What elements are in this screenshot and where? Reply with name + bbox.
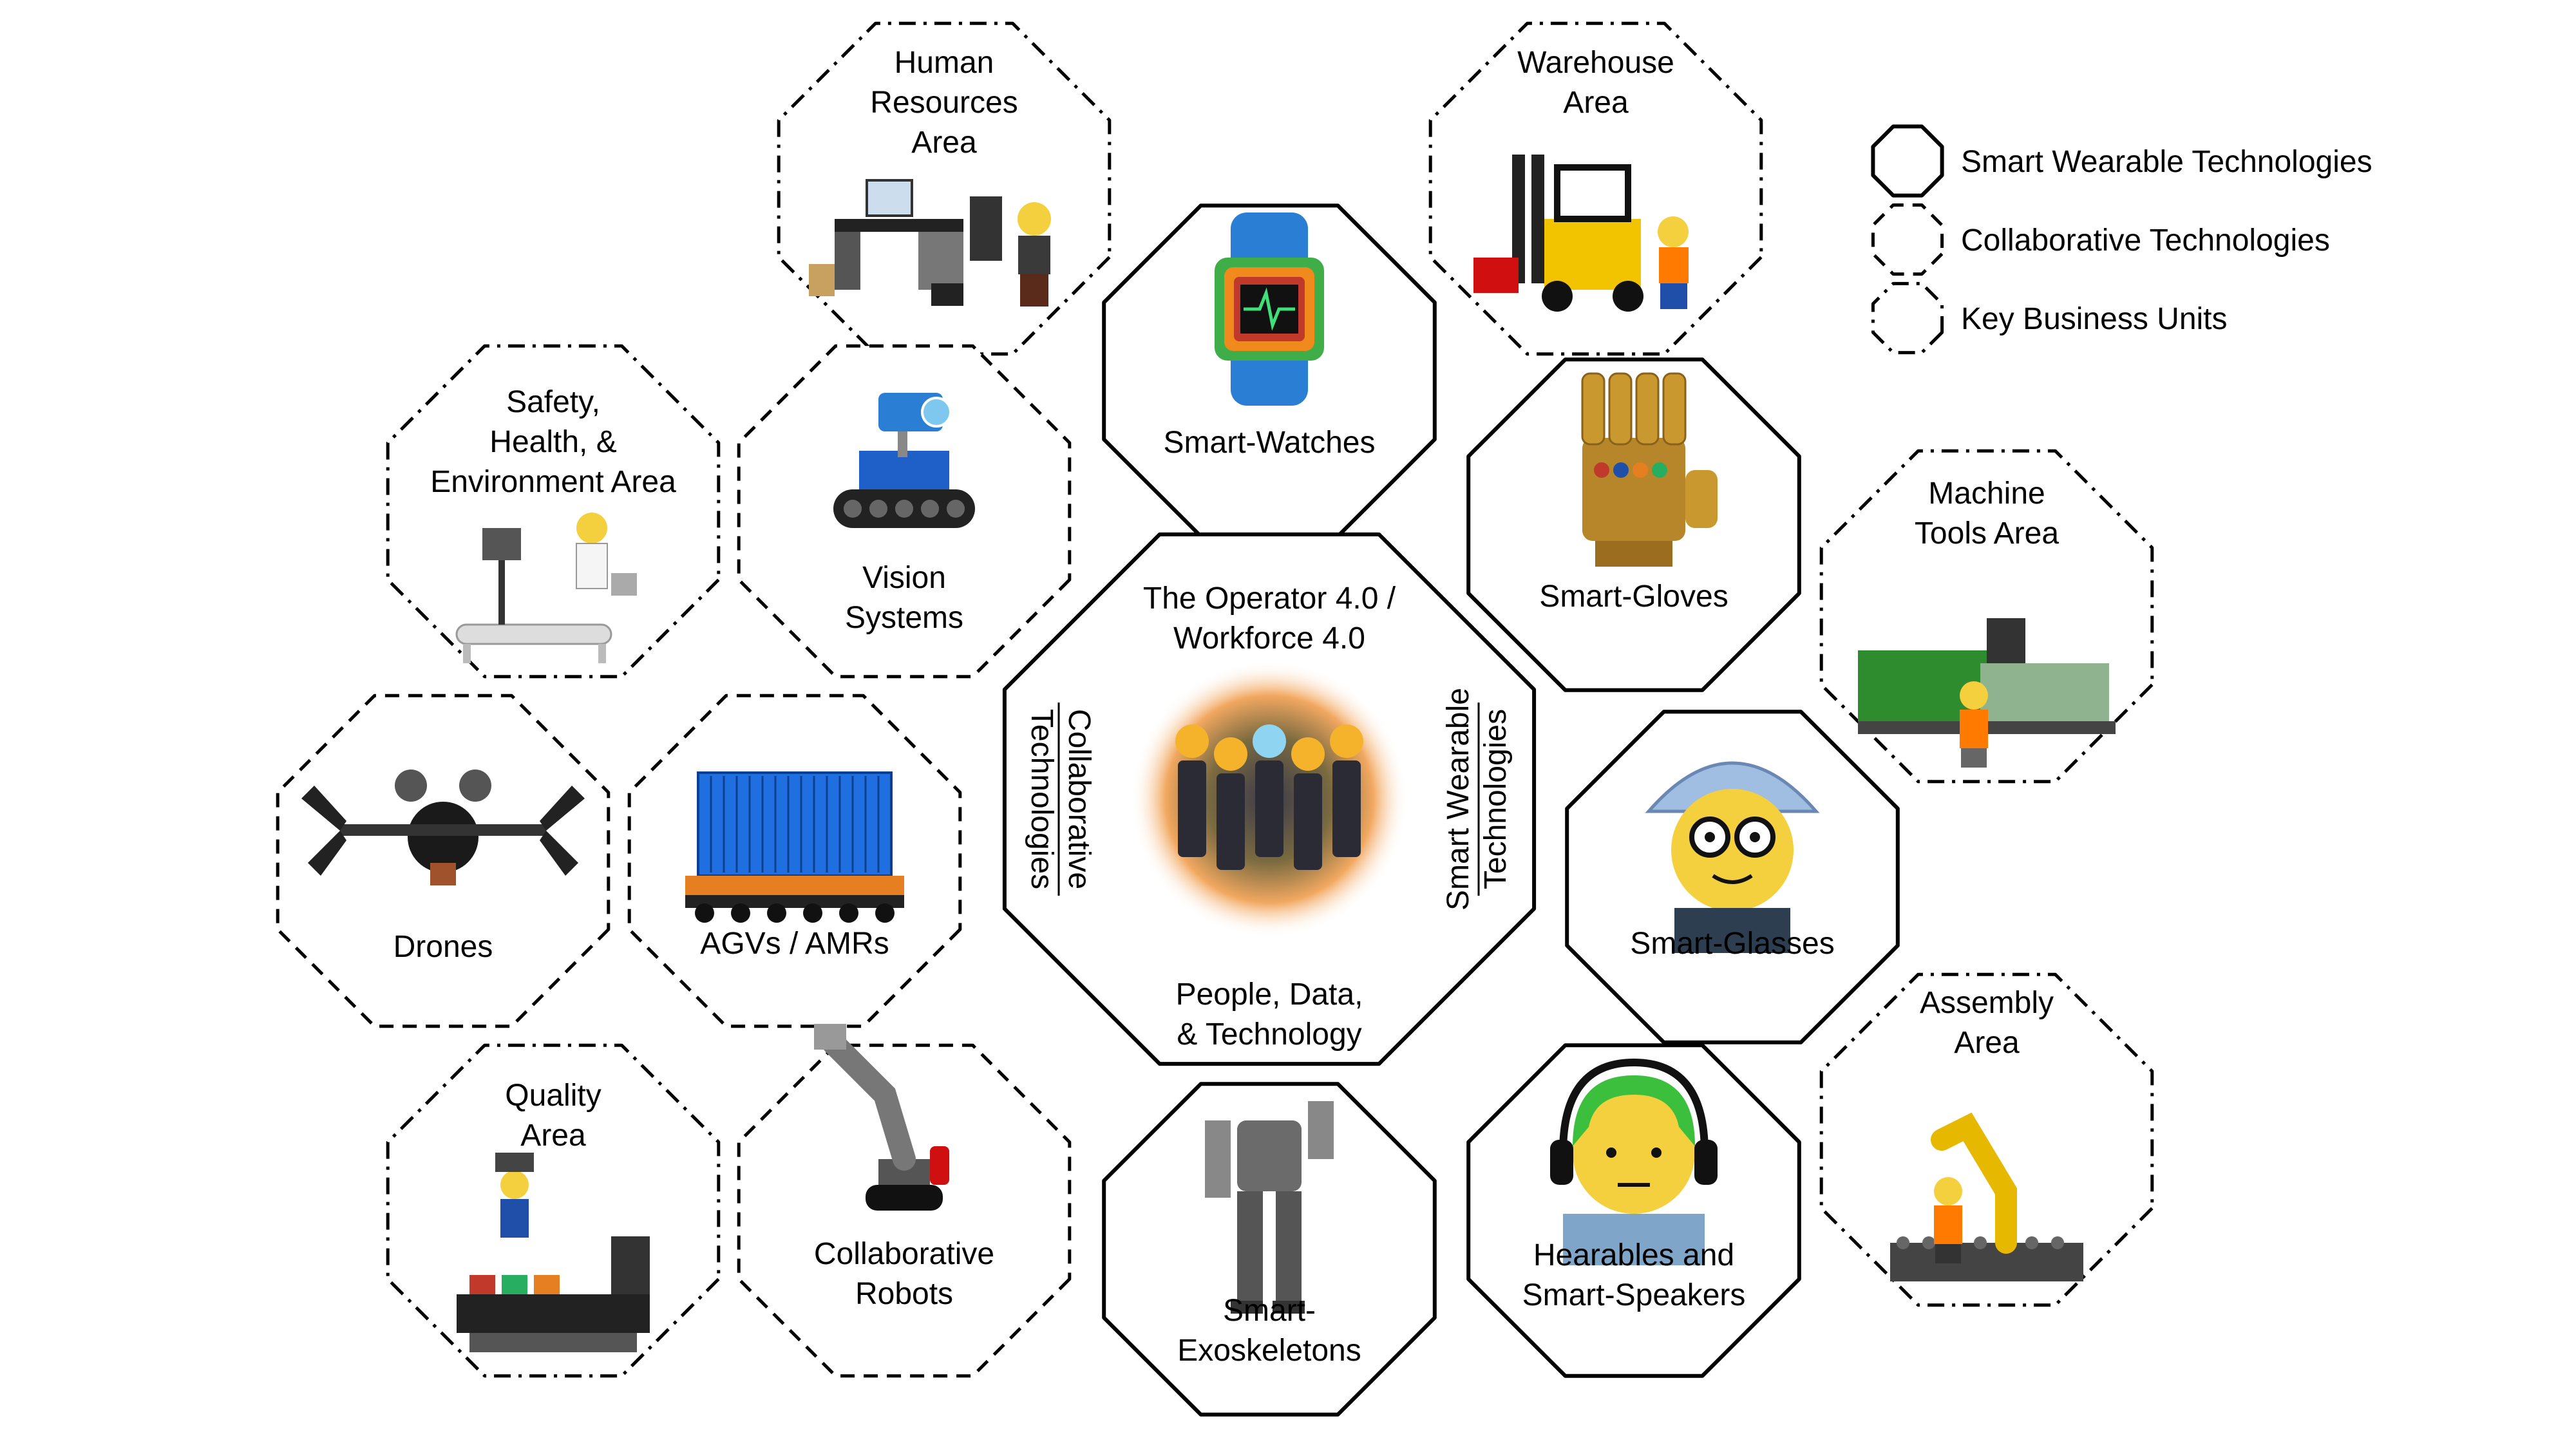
legend-item-dashed: Collaborative Technologies: [1871, 203, 2330, 276]
wearable-side-label: Technologies: [1479, 709, 1513, 889]
drone-icon: [301, 769, 585, 885]
node-assembly-label: Area: [1954, 1026, 2020, 1060]
collab-side-label: Collaborative: [1062, 709, 1096, 889]
node-quality: Quality Area: [386, 1043, 721, 1378]
node-human-resources-label: Human: [895, 46, 994, 80]
node-quality-label: Area: [520, 1119, 586, 1153]
node-human-resources: Human Resources Area: [777, 21, 1112, 356]
forklift-icon: [1473, 155, 1689, 312]
center-node: The Operator 4.0 / Workforce 4.0 People, D…: [1002, 532, 1537, 1066]
legend: Smart Wearable Technologies Collaborative…: [1871, 124, 2372, 355]
exoskeleton-icon: [1205, 1101, 1334, 1314]
node-hearables-label: Hearables and: [1533, 1238, 1734, 1272]
node-collaborative-robots-label: Robots: [855, 1277, 953, 1311]
office-desk-icon: [809, 179, 1051, 307]
operator-head-icon: [1253, 724, 1286, 758]
medic-stretcher-icon: [455, 513, 637, 663]
node-smart-gloves-label: Smart-Gloves: [1539, 580, 1728, 614]
node-safety-health-environment-label: Environment Area: [430, 465, 676, 499]
robot-arm-icon: [814, 1024, 949, 1211]
node-collaborative-robots-label: Collaborative: [814, 1237, 994, 1271]
node-vision-systems-label: Vision: [862, 561, 946, 595]
node-hearables: Hearables and Smart-Speakers: [1466, 1043, 1801, 1378]
headset-figure-icon: [1550, 1058, 1718, 1265]
legend-label: Collaborative Technologies: [1961, 223, 2330, 258]
operator-body-icon: [1332, 760, 1361, 857]
node-warehouse-label: Warehouse: [1517, 46, 1674, 80]
node-smart-exoskeletons-label: Exoskeletons: [1177, 1334, 1361, 1368]
node-quality-label: Quality: [505, 1079, 601, 1113]
legend-dashed-octagon: [1871, 203, 1944, 276]
assembly-robot-icon: [1890, 1112, 2083, 1281]
center-subtitle: & Technology: [1177, 1017, 1361, 1052]
center-subtitle: People, Data,: [1176, 977, 1363, 1012]
node-vision-systems-label: Systems: [845, 601, 963, 635]
operator-body-icon: [1178, 760, 1206, 857]
node-agvs-amrs: AGVs / AMRs: [627, 694, 962, 1028]
node-collaborative-robots: Collaborative Robots: [737, 1024, 1072, 1378]
operator-body-icon: [1217, 773, 1245, 870]
operator-head-icon: [1330, 724, 1363, 758]
legend-label: Key Business Units: [1961, 302, 2228, 336]
center-title: The Operator 4.0 /: [1143, 581, 1396, 616]
camera-rover-icon: [833, 393, 975, 528]
node-hearables-label: Smart-Speakers: [1522, 1278, 1746, 1312]
node-agvs-amrs-label: AGVs / AMRs: [700, 927, 889, 961]
operator-head-icon: [1175, 724, 1209, 758]
node-assembly: Assembly Area: [1819, 972, 2154, 1307]
node-human-resources-label: Area: [911, 126, 977, 160]
operator-body-icon: [1294, 773, 1322, 870]
center-right-label: Smart Wearable Technologies: [1441, 688, 1513, 911]
node-machine-tools: Machine Tools Area: [1819, 449, 2154, 784]
glasses-figure-icon: [1645, 761, 1820, 953]
operator-head-icon: [1214, 737, 1247, 771]
node-smart-glasses: Smart-Glasses: [1565, 710, 1900, 1044]
center-title: Workforce 4.0: [1173, 621, 1365, 656]
node-warehouse-label: Area: [1563, 86, 1629, 120]
operator-body-icon: [1255, 760, 1283, 857]
legend-item-dashdot: Key Business Units: [1871, 281, 2228, 355]
node-machine-tools-label: Tools Area: [1915, 516, 2059, 551]
legend-dashdot-octagon: [1871, 281, 1944, 355]
legend-item-solid: Smart Wearable Technologies: [1871, 124, 2372, 198]
legend-label: Smart Wearable Technologies: [1961, 145, 2372, 179]
node-drones-label: Drones: [393, 930, 493, 964]
node-vision-systems: Vision Systems: [737, 344, 1072, 679]
node-machine-tools-label: Machine: [1928, 477, 2045, 511]
agv-container-icon: [685, 771, 904, 923]
node-smart-watches-label: Smart-Watches: [1164, 426, 1376, 460]
node-smart-exoskeletons-label: Smart-: [1223, 1294, 1316, 1328]
collab-side-label: Technologies: [1025, 709, 1059, 889]
node-smart-exoskeletons: Smart- Exoskeletons: [1102, 1082, 1437, 1417]
node-safety-health-environment-label: Safety,: [506, 385, 600, 419]
wearable-side-label: Smart Wearable: [1441, 688, 1475, 911]
quality-station-icon: [457, 1153, 650, 1352]
machine-tool-icon: [1858, 618, 2116, 768]
node-smart-glasses-label: Smart-Glasses: [1630, 927, 1834, 961]
nodes-layer: Human Resources Area Warehouse Area Smart-Wat…: [276, 21, 2154, 1417]
node-human-resources-label: Resources: [870, 86, 1018, 120]
node-smart-watches: Smart-Watches: [1102, 203, 1437, 538]
smart-watch-icon: [1215, 212, 1324, 406]
node-assembly-label: Assembly: [1920, 986, 2054, 1020]
node-warehouse: Warehouse Area: [1428, 21, 1763, 356]
node-smart-gloves: Smart-Gloves: [1466, 357, 1801, 692]
legend-solid-octagon: [1871, 124, 1944, 198]
node-smart-exoskeletons-octagon: [1102, 1082, 1437, 1417]
node-drones: Drones: [276, 694, 611, 1028]
glove-icon: [1581, 372, 1718, 567]
node-safety-health-environment: Safety, Health, & Environment Area: [386, 344, 721, 679]
node-safety-health-environment-label: Health, &: [489, 425, 616, 459]
operator-head-icon: [1291, 737, 1325, 771]
